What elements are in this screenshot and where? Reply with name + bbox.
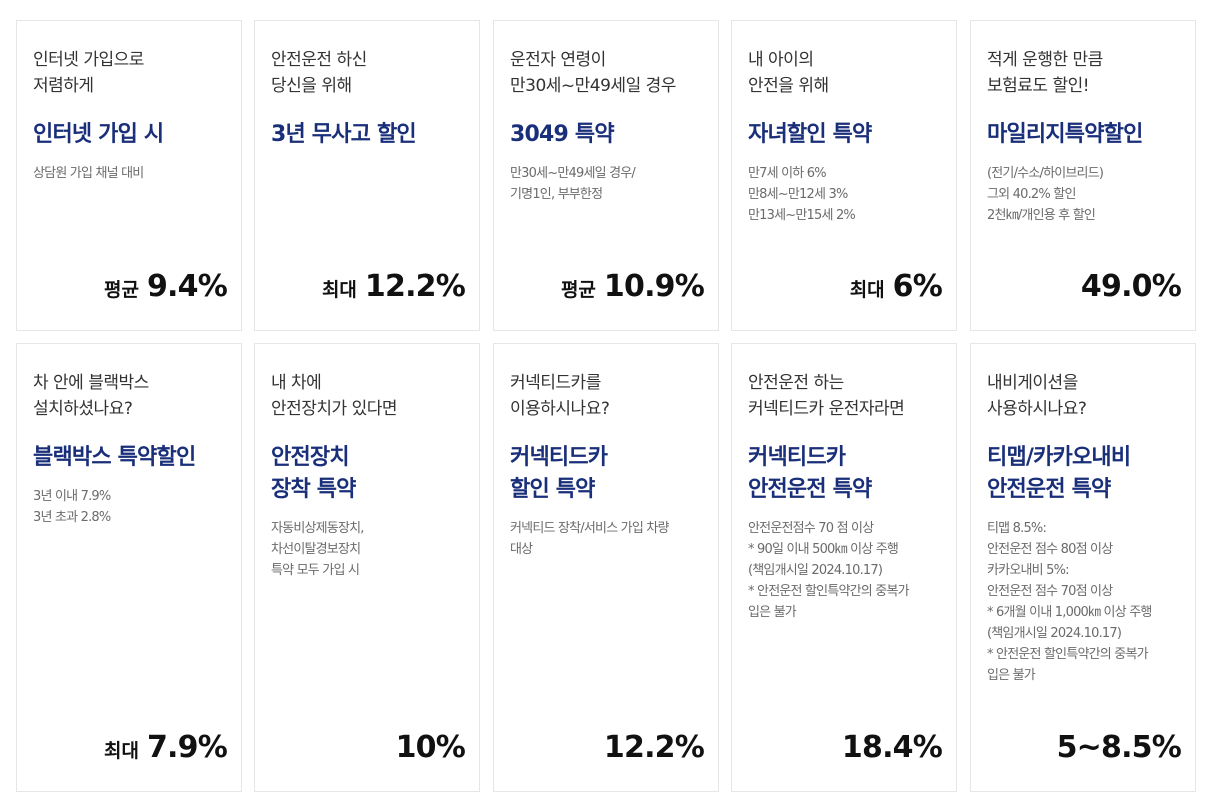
discount-card-connected-car[interactable]: 커넥티드카를 이용하시나요? 커넥티드카 할인 특약 커넥티드 장착/서비스 가…	[493, 343, 719, 792]
rate-prefix: 최대	[849, 279, 885, 301]
card-description: 상담원 가입 채널 대비	[33, 166, 144, 181]
rate-value: 12.2%	[364, 269, 466, 304]
card-intro: 안전운전 하신 당신을 위해	[271, 50, 367, 96]
rate-value: 5~8.5%	[1056, 730, 1182, 765]
discount-rate: 최대 6%	[849, 269, 943, 304]
rate-value: 10.9%	[603, 269, 705, 304]
discount-card-mileage[interactable]: 적게 운행한 만큼 보험료도 할인! 마일리지특약할인 (전기/수소/하이브리드…	[970, 20, 1196, 331]
card-intro: 내 차에 안전장치가 있다면	[271, 373, 398, 419]
discount-card-navigation[interactable]: 내비게이션을 사용하시나요? 티맵/카카오내비 안전운전 특약 티맵 8.5%:…	[970, 343, 1196, 792]
discount-rate: 49.0%	[1080, 269, 1182, 304]
discount-rate: 평균 9.4%	[104, 269, 228, 304]
rate-value: 18.4%	[841, 730, 943, 765]
card-intro: 내 아이의 안전을 위해	[748, 50, 829, 96]
rate-prefix: 최대	[321, 279, 357, 301]
discount-rate: 평균 10.9%	[560, 269, 705, 304]
discount-rate: 최대 12.2%	[321, 269, 466, 304]
discount-rate: 최대 7.9%	[104, 730, 228, 765]
discount-card-no-accident[interactable]: 안전운전 하신 당신을 위해 3년 무사고 할인 최대 12.2%	[254, 20, 480, 331]
card-title: 3049 특약	[510, 122, 615, 147]
rate-value: 12.2%	[603, 730, 705, 765]
discount-card-child[interactable]: 내 아이의 안전을 위해 자녀할인 특약 만7세 이하 6% 만8세~만12세 …	[731, 20, 957, 331]
card-intro: 내비게이션을 사용하시나요?	[987, 373, 1087, 419]
rate-value: 7.9%	[146, 730, 228, 765]
card-title: 블랙박스 특약할인	[33, 445, 196, 470]
discount-rate: 12.2%	[603, 730, 705, 765]
discount-rate: 18.4%	[841, 730, 943, 765]
card-title: 마일리지특약할인	[987, 122, 1143, 147]
discount-rate: 10%	[395, 730, 466, 765]
card-intro: 인터넷 가입으로 저렴하게	[33, 50, 144, 96]
discount-card-blackbox[interactable]: 차 안에 블랙박스 설치하셨나요? 블랙박스 특약할인 3년 이내 7.9% 3…	[16, 343, 242, 792]
card-description: 안전운전점수 70 점 이상 * 90일 이내 500㎞ 이상 주행 (책임개시…	[748, 521, 910, 620]
discount-card-safety-device[interactable]: 내 차에 안전장치가 있다면 안전장치 장착 특약 자동비상제동장치, 차선이탈…	[254, 343, 480, 792]
card-description: 티맵 8.5%: 안전운전 점수 80점 이상 카카오내비 5%: 안전운전 점…	[987, 521, 1152, 683]
discount-rate: 5~8.5%	[1056, 730, 1182, 765]
rate-value: 9.4%	[146, 269, 228, 304]
card-description: 만30세~만49세일 경우/ 기명1인, 부부한정	[510, 166, 636, 202]
rate-value: 6%	[892, 269, 943, 304]
card-title: 3년 무사고 할인	[271, 122, 417, 147]
card-title: 인터넷 가입 시	[33, 122, 164, 147]
card-intro: 운전자 연령이 만30세~만49세일 경우	[510, 50, 676, 96]
rate-prefix: 평균	[560, 279, 596, 301]
card-description: 커넥티드 장착/서비스 가입 차량 대상	[510, 521, 669, 557]
card-intro: 커넥티드카를 이용하시나요?	[510, 373, 610, 419]
card-description: 3년 이내 7.9% 3년 초과 2.8%	[33, 489, 111, 525]
card-title: 안전장치 장착 특약	[271, 445, 356, 502]
card-intro: 적게 운행한 만큼 보험료도 할인!	[987, 50, 1103, 96]
card-description: 만7세 이하 6% 만8세~만12세 3% 만13세~만15세 2%	[748, 166, 856, 223]
card-description: (전기/수소/하이브리드) 그외 40.2% 할인 2천㎞/개인용 후 할인	[987, 166, 1104, 223]
card-title: 티맵/카카오내비 안전운전 특약	[987, 445, 1131, 502]
card-title: 커넥티드카 할인 특약	[510, 445, 608, 502]
discount-card-connected-safe-driving[interactable]: 안전운전 하는 커넥티드카 운전자라면 커넥티드카 안전운전 특약 안전운전점수…	[731, 343, 957, 792]
rate-value: 10%	[395, 730, 466, 765]
discount-card-3049[interactable]: 운전자 연령이 만30세~만49세일 경우 3049 특약 만30세~만49세일…	[493, 20, 719, 331]
discount-card-internet[interactable]: 인터넷 가입으로 저렴하게 인터넷 가입 시 상담원 가입 채널 대비 평균 9.…	[16, 20, 242, 331]
rate-prefix: 평균	[104, 279, 139, 301]
card-title: 커넥티드카 안전운전 특약	[748, 445, 872, 502]
card-intro: 차 안에 블랙박스 설치하셨나요?	[33, 373, 149, 419]
rate-prefix: 최대	[104, 740, 139, 762]
card-title: 자녀할인 특약	[748, 122, 872, 147]
card-intro: 안전운전 하는 커넥티드카 운전자라면	[748, 373, 905, 419]
rate-value: 49.0%	[1080, 269, 1182, 304]
card-description: 자동비상제동장치, 차선이탈경보장치 특약 모두 가입 시	[271, 521, 364, 578]
